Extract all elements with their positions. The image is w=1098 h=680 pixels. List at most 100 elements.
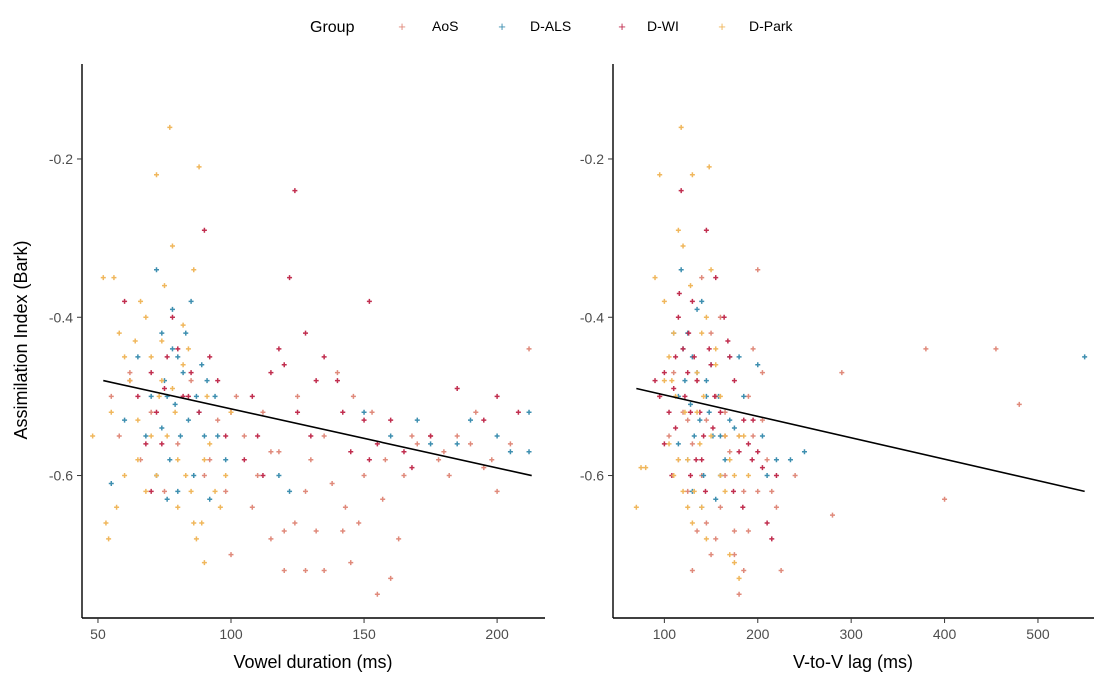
point-d-park-1 [100, 275, 106, 281]
point-d-wi-18 [703, 227, 709, 233]
point-d-wi-30 [755, 449, 761, 455]
point-d-park-49 [736, 433, 742, 439]
point-d-wi-28 [366, 298, 372, 304]
point-d-park-19 [167, 124, 173, 130]
point-d-als-39 [727, 417, 733, 423]
x-tick-label-100: 100 [219, 626, 243, 642]
point-d-park-26 [191, 267, 197, 273]
point-d-park-32 [745, 473, 751, 479]
point-d-wi-48 [710, 425, 716, 431]
point-d-wi-20 [287, 275, 293, 281]
legend-label-d-wi: D-WI [647, 18, 679, 34]
point-d-als-30 [801, 449, 807, 455]
x-tick-label-100: 100 [653, 626, 677, 642]
point-aos-26 [829, 512, 835, 518]
y-tick-label-0-4: -0.4 [580, 309, 604, 325]
point-aos-8 [201, 473, 207, 479]
point-aos-9 [215, 417, 221, 423]
point-aos-24 [778, 568, 784, 574]
point-d-als-29 [175, 488, 181, 494]
point-d-als-35 [467, 417, 473, 423]
point-d-wi-6 [169, 314, 175, 320]
panel-2-x-axis-title: V-to-V lag (ms) [793, 652, 913, 672]
point-aos-33 [699, 275, 705, 281]
point-aos-5 [685, 488, 691, 494]
point-d-park-20 [699, 504, 705, 510]
point-d-wi-26 [348, 449, 354, 455]
point-d-park-37 [680, 488, 686, 494]
point-d-als-10 [169, 346, 175, 352]
point-d-wi-11 [688, 409, 694, 415]
point-d-wi-45 [223, 433, 229, 439]
point-aos-48 [685, 417, 691, 423]
point-aos-44 [446, 473, 452, 479]
point-d-park-13 [148, 354, 154, 360]
point-d-park-41 [699, 330, 705, 336]
point-aos-10 [228, 552, 234, 558]
point-d-wi-8 [680, 346, 686, 352]
point-d-als-2 [678, 267, 684, 273]
point-d-park-3 [106, 536, 112, 542]
legend-title: Group [310, 19, 355, 36]
point-aos-37 [526, 346, 532, 352]
point-d-park-12 [143, 314, 149, 320]
point-d-wi-49 [366, 457, 372, 463]
legend-key-d-wi: + [618, 19, 626, 34]
point-d-als-29 [787, 457, 793, 463]
point-d-park-40 [694, 409, 700, 415]
point-d-als-33 [428, 441, 434, 447]
point-aos-18 [313, 528, 319, 534]
point-d-als-38 [675, 441, 681, 447]
y-tick-label-0-2: -0.2 [49, 151, 73, 167]
point-d-als-14 [706, 409, 712, 415]
point-d-wi-44 [740, 504, 746, 510]
point-d-wi-42 [148, 488, 154, 494]
x-tick-label-300: 300 [839, 626, 863, 642]
point-d-park-35 [223, 473, 229, 479]
point-d-park-2 [103, 520, 109, 526]
point-d-wi-45 [749, 457, 755, 463]
point-d-park-47 [169, 385, 175, 391]
point-aos-23 [773, 504, 779, 510]
point-d-park-33 [212, 488, 218, 494]
point-d-als-34 [454, 441, 460, 447]
point-d-wi-30 [388, 417, 394, 423]
point-d-wi-46 [249, 393, 255, 399]
point-d-park-46 [722, 433, 728, 439]
panel-v-to-v-lag: 100 200 300 400 500 -0.6 -0.4 -0.2 V-to-V lag … [580, 64, 1094, 672]
point-aos-31 [1016, 401, 1022, 407]
point-d-wi-11 [201, 227, 207, 233]
point-aos-17 [303, 488, 309, 494]
point-d-park-43 [191, 520, 197, 526]
point-d-wi-17 [268, 370, 274, 376]
point-d-park-7 [116, 330, 122, 336]
point-d-park-16 [689, 172, 695, 178]
point-d-wi-41 [712, 393, 718, 399]
point-aos-28 [396, 536, 402, 542]
point-d-park-44 [122, 473, 128, 479]
point-d-wi-5 [673, 354, 679, 360]
point-d-als-25 [755, 362, 761, 368]
point-d-park-25 [188, 488, 194, 494]
point-aos-39 [303, 568, 309, 574]
point-aos-4 [148, 409, 154, 415]
point-aos-26 [382, 457, 388, 463]
point-d-als-26 [759, 433, 765, 439]
point-d-wi-20 [708, 362, 714, 368]
panel-1-fit-line [103, 379, 532, 477]
point-d-park-5 [661, 298, 667, 304]
point-d-wi-12 [207, 354, 213, 360]
point-d-als-6 [159, 330, 165, 336]
point-aos-52 [308, 457, 314, 463]
x-tick-label-200: 200 [485, 626, 509, 642]
point-d-park-42 [703, 314, 709, 320]
point-d-park-19 [697, 441, 703, 447]
point-d-wi-46 [676, 291, 682, 297]
point-aos-13 [260, 409, 266, 415]
point-d-als-35 [694, 306, 700, 312]
legend-entry-d-park: + D-Park [718, 18, 793, 34]
point-d-park-11 [138, 298, 144, 304]
point-d-park-5 [111, 275, 117, 281]
point-d-wi-37 [673, 425, 679, 431]
point-d-wi-16 [255, 433, 261, 439]
